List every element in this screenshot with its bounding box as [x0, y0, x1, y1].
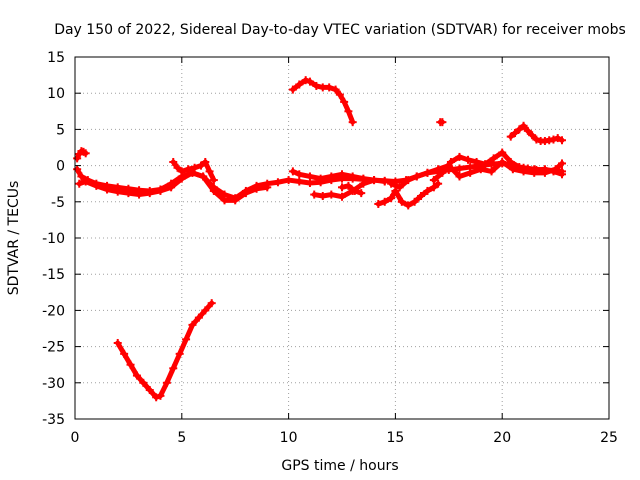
data-point	[209, 176, 218, 185]
data-point	[380, 177, 389, 186]
data-point	[558, 159, 567, 168]
y-tick-label: 0	[56, 159, 65, 175]
x-tick-label: 15	[386, 430, 404, 446]
y-tick-label: -30	[42, 376, 65, 392]
y-tick-label: 5	[56, 122, 65, 138]
x-axis-label: GPS time / hours	[281, 458, 398, 474]
y-tick-label: 10	[47, 86, 65, 102]
data-point	[434, 179, 443, 188]
data-point	[81, 149, 90, 158]
y-tick-label: 15	[47, 50, 65, 66]
track-segment	[200, 173, 217, 194]
y-axis-label: SDTVAR / TECUs	[6, 181, 22, 296]
x-tick-label: 10	[280, 430, 298, 446]
x-tick-label: 25	[600, 430, 618, 446]
grid-lines	[75, 57, 609, 419]
track-segment	[164, 365, 176, 386]
data-points	[73, 76, 567, 402]
axis-ticks: 0 5 10 15 20 25 15 10 5 0 -5 -10 -15 -20 -25 -30 -35	[42, 50, 618, 446]
data-point	[357, 189, 366, 198]
x-tick-label: 20	[493, 430, 511, 446]
y-tick-label: -20	[42, 303, 65, 319]
y-tick-label: -15	[42, 267, 65, 283]
data-point	[558, 136, 567, 145]
y-tick-label: -25	[42, 340, 65, 356]
data-point	[370, 176, 379, 185]
x-tick-label: 5	[177, 430, 186, 446]
data-point	[438, 118, 447, 127]
track-segment	[170, 351, 183, 371]
x-tick-label: 0	[71, 430, 80, 446]
track-segment	[446, 163, 462, 179]
y-tick-label: -10	[42, 231, 65, 247]
track-segment	[202, 300, 215, 313]
y-tick-label: -35	[42, 412, 65, 428]
track-segment	[183, 322, 195, 342]
data-point	[348, 118, 357, 127]
y-tick-label: -5	[51, 195, 65, 211]
track-segment	[177, 336, 189, 357]
data-point	[558, 170, 567, 179]
data-point	[263, 183, 272, 192]
chart-title: Day 150 of 2022, Sidereal Day-to-day VTE…	[54, 22, 626, 38]
data-point	[207, 299, 216, 308]
